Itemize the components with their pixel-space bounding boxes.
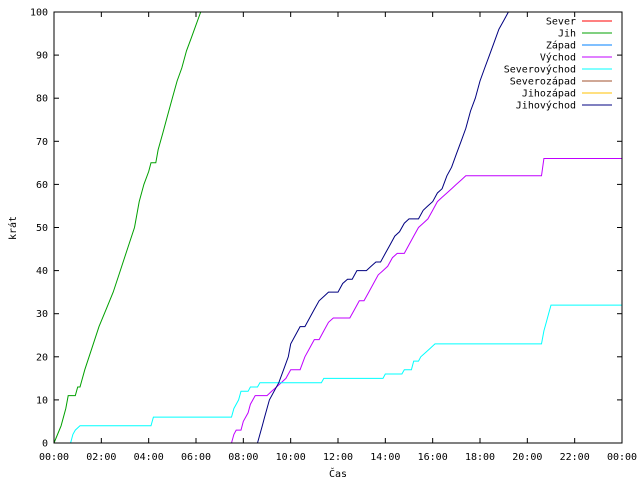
x-axis-label: Čas (329, 467, 347, 480)
y-tick-label: 100 (30, 8, 48, 19)
x-tick-label: 16:00 (418, 452, 448, 463)
legend-label: Severovýchod (504, 64, 576, 76)
y-tick-label: 10 (36, 395, 48, 406)
y-tick-label: 70 (36, 137, 48, 148)
x-tick-label: 00:00 (607, 452, 637, 463)
x-tick-label: 14:00 (370, 452, 400, 463)
y-axis-ticks: 0 10 20 30 40 50 60 70 80 90 100 (30, 8, 622, 450)
y-tick-label: 50 (36, 223, 48, 234)
x-tick-label: 20:00 (512, 452, 542, 463)
y-tick-label: 30 (36, 309, 48, 320)
y-tick-label: 60 (36, 180, 48, 191)
legend-label: Severozápad (510, 76, 576, 88)
x-tick-label: 10:00 (276, 452, 306, 463)
x-tick-label: 22:00 (560, 452, 590, 463)
legend-label: Sever (546, 17, 576, 28)
x-tick-label: 08:00 (228, 452, 258, 463)
y-tick-label: 80 (36, 94, 48, 105)
series-line-jih (53, 11, 202, 444)
legend-label: Jihozápad (522, 88, 576, 100)
legend-label: Východ (540, 52, 576, 64)
x-tick-label: 06:00 (181, 452, 211, 463)
y-tick-label: 40 (36, 266, 48, 277)
y-axis-label: krát (7, 216, 19, 240)
series-line-jihovýchod (257, 11, 509, 444)
x-tick-label: 00:00 (39, 452, 69, 463)
y-tick-label: 0 (42, 439, 48, 450)
plot-lines (53, 11, 622, 444)
legend: SeverJihZápadVýchodSeverovýchodSeverozáp… (504, 17, 612, 112)
x-tick-label: 12:00 (323, 452, 353, 463)
x-tick-label: 04:00 (134, 452, 164, 463)
legend-label: Jihovýchod (516, 100, 576, 112)
series-line-východ (231, 158, 622, 444)
x-tick-label: 18:00 (465, 452, 495, 463)
y-tick-label: 90 (36, 51, 48, 62)
x-axis-ticks: 00:00 02:00 04:00 06:00 08:00 10:00 12:00 14:00… (39, 12, 637, 463)
legend-label: Západ (546, 40, 576, 52)
x-tick-label: 02:00 (86, 452, 116, 463)
series-line-severovýchod (70, 304, 622, 444)
y-tick-label: 20 (36, 352, 48, 363)
legend-label: Jih (558, 29, 576, 40)
